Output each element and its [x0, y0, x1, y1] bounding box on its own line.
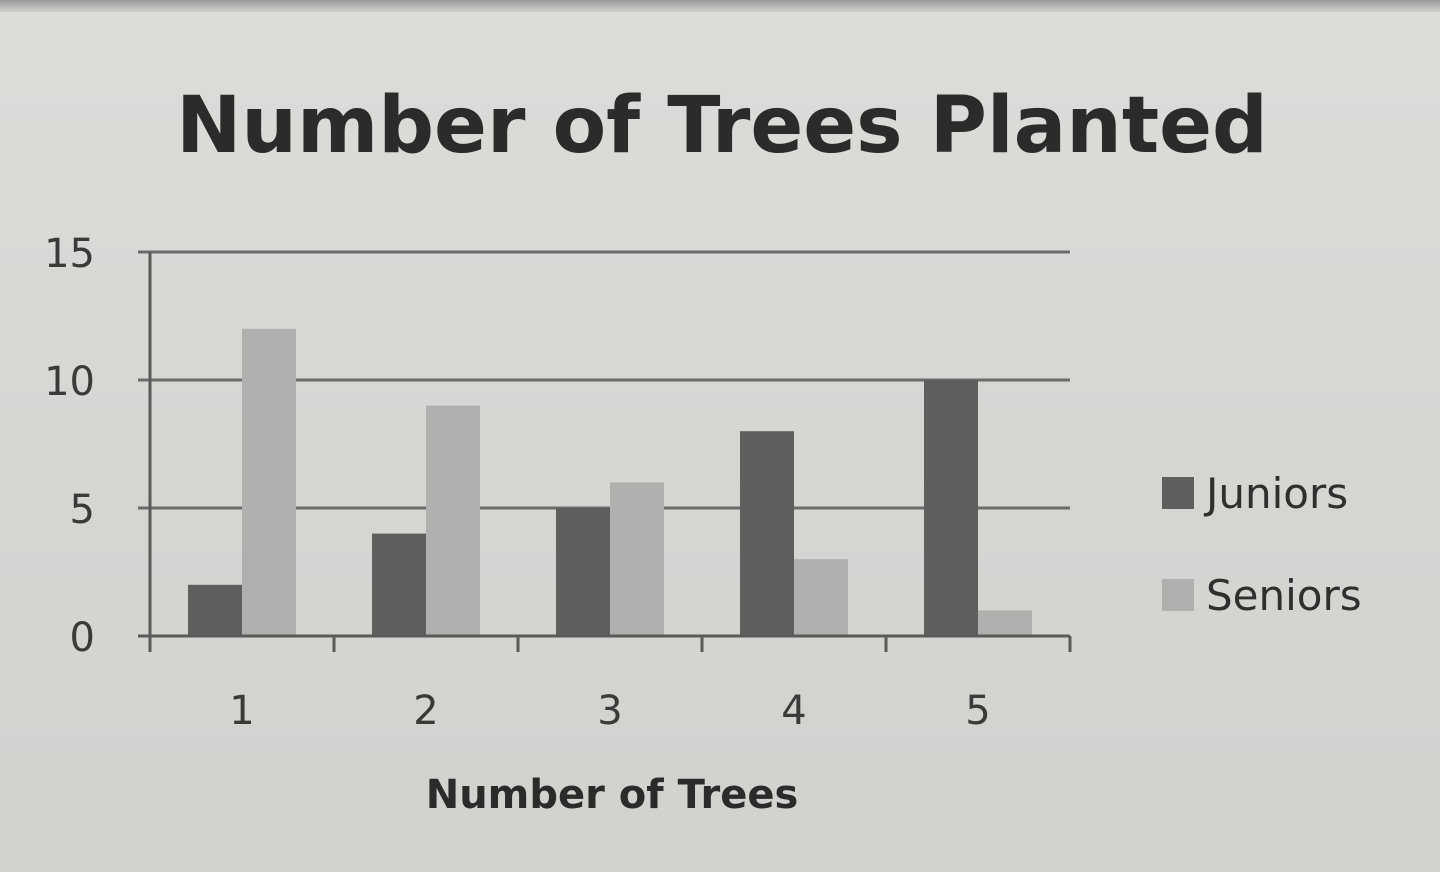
bar-seniors-3: [610, 482, 664, 636]
x-tick-label: 4: [781, 688, 806, 734]
bar-seniors-2: [426, 405, 480, 636]
y-tick-label: 0: [70, 615, 95, 661]
y-tick-label: 15: [44, 231, 95, 277]
bar-juniors-2: [372, 533, 426, 636]
legend-label-seniors: Seniors: [1206, 571, 1362, 620]
x-tick-label: 3: [597, 688, 622, 734]
bar-juniors-1: [188, 584, 242, 636]
legend-label-juniors: Juniors: [1203, 469, 1348, 518]
x-tick-label: 1: [229, 688, 254, 734]
bar-seniors-5: [978, 610, 1032, 636]
x-tick-label: 5: [965, 688, 990, 734]
chart-title: Number of Trees Planted: [176, 81, 1268, 171]
legend-swatch-seniors: [1162, 579, 1194, 611]
axes: [138, 252, 1072, 652]
paper-edge: [0, 0, 1440, 12]
bar-juniors-3: [556, 508, 610, 636]
bar-juniors-4: [740, 431, 794, 636]
bar-seniors-1: [242, 328, 296, 636]
x-axis-title: Number of Trees: [426, 772, 799, 818]
legend: Juniors Seniors: [1162, 469, 1362, 620]
bar-juniors-5: [924, 380, 978, 636]
x-tick-labels: 1 2 3 4 5: [229, 688, 990, 734]
bar-seniors-4: [794, 559, 848, 636]
y-tick-label: 10: [44, 359, 95, 405]
legend-swatch-juniors: [1162, 477, 1194, 509]
x-tick-label: 2: [413, 688, 438, 734]
bars: [188, 328, 1032, 636]
y-tick-label: 5: [70, 487, 95, 533]
y-tick-labels: 0 5 10 15: [44, 231, 95, 661]
